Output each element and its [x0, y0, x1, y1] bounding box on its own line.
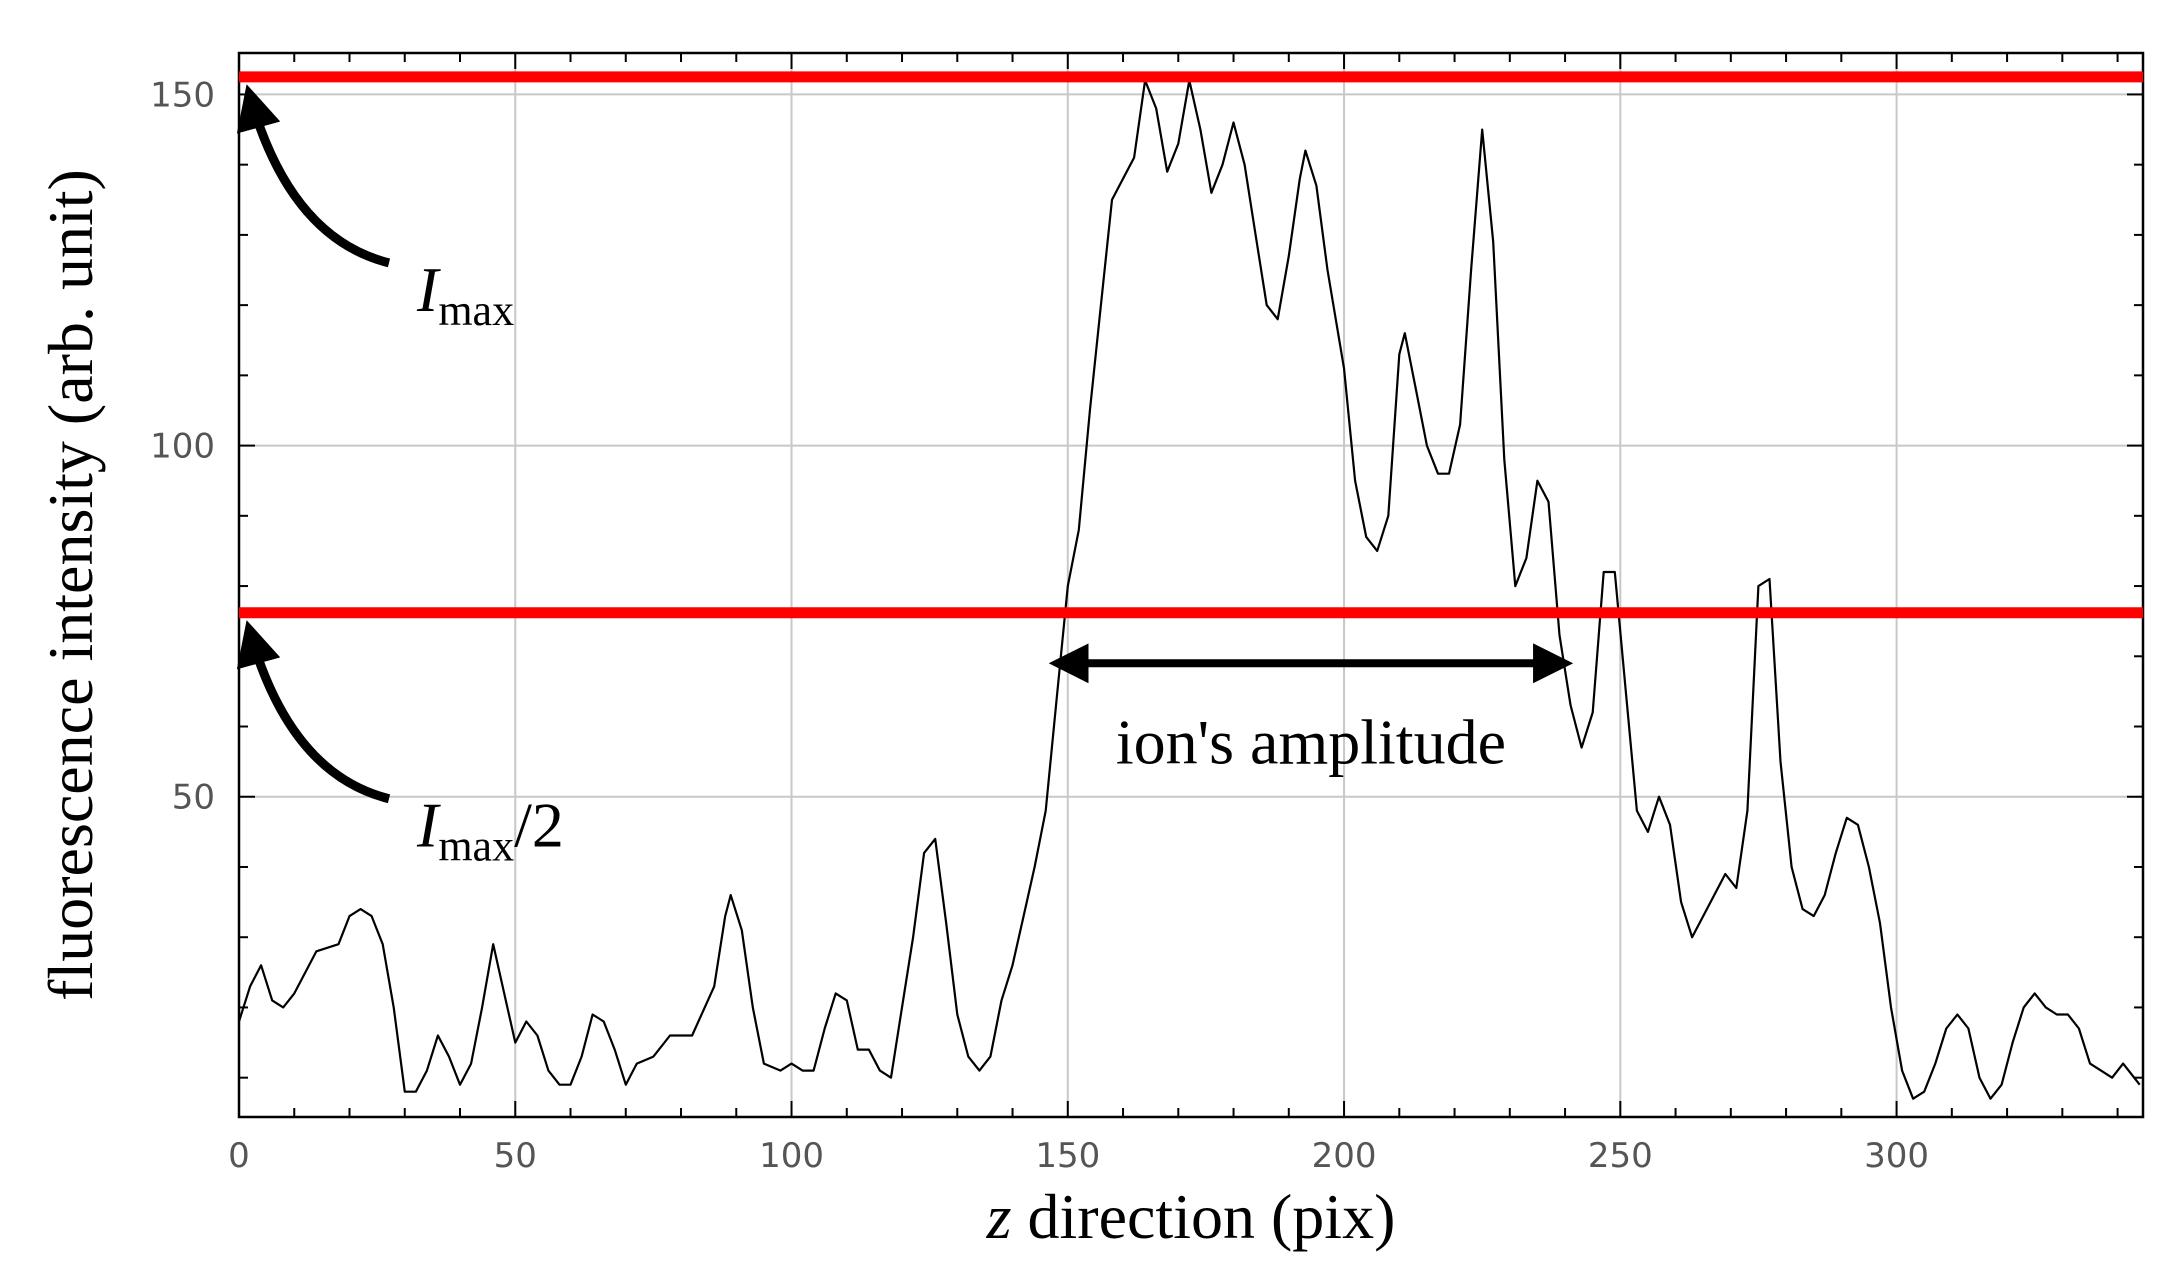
x-axis-title-italic: z	[986, 1181, 1012, 1252]
label-main: I	[416, 254, 441, 325]
x-tick-label: 0	[228, 1136, 250, 1176]
y-tick-label: 100	[150, 427, 215, 467]
x-tick-label: 150	[1035, 1136, 1100, 1176]
label-sub: max	[438, 822, 514, 871]
annotation-arrow	[236, 84, 391, 268]
y-axis-title: fluorescence intensity (arb. unit)	[35, 169, 106, 1001]
label-suffix: /2	[514, 790, 564, 861]
reference-label: Imax/2	[416, 790, 564, 871]
y-tick-label: 50	[172, 778, 215, 818]
x-tick-label: 50	[494, 1136, 537, 1176]
label-main: I	[416, 790, 441, 861]
reference-label: Imax	[416, 254, 514, 335]
x-axis-title: z direction (pix)	[986, 1181, 1396, 1252]
annotation-arrow	[236, 620, 391, 804]
data-line	[237, 79, 2141, 1100]
x-tick-label: 200	[1312, 1136, 1377, 1176]
plot-frame	[237, 51, 2145, 1119]
label-sub: max	[438, 286, 514, 335]
x-axis-title-rest: direction (pix)	[1012, 1181, 1396, 1252]
x-tick-label: 250	[1588, 1136, 1653, 1176]
span-label: ion's amplitude	[1116, 706, 1506, 777]
y-tick-label: 150	[150, 75, 215, 115]
x-tick-label: 300	[1864, 1136, 1929, 1176]
x-tick-label: 100	[759, 1136, 824, 1176]
